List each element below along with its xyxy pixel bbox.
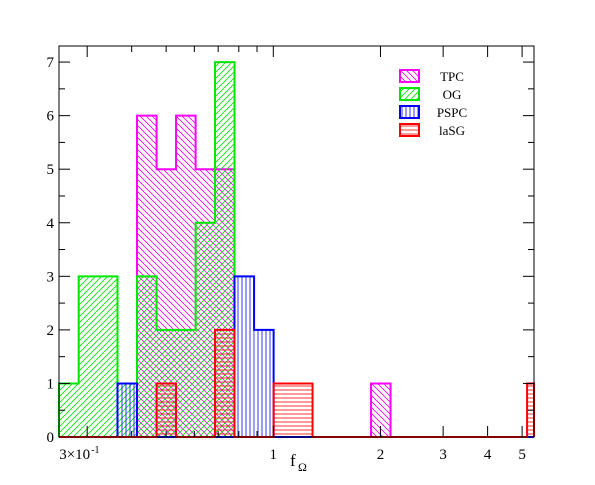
- bar-pspc-bin-9: [234, 276, 255, 437]
- x-tick-label-4: 4: [484, 447, 492, 463]
- series-og: [58, 61, 534, 438]
- legend-swatch-lasg: [399, 123, 420, 137]
- axis-ticks: 3×10 -1 1 2 3 4 5 0 1 2 3 4 5 6 7: [47, 46, 534, 463]
- y-tick-label-3: 3: [47, 269, 55, 285]
- legend-swatch-tpc: [399, 69, 420, 83]
- x-tick-label-0: 3×10: [59, 447, 90, 463]
- bar-og-bin-4: [136, 276, 157, 437]
- bar-lasg-bin-11: [273, 383, 294, 437]
- x-axis-label: f Ω: [290, 451, 307, 474]
- bar-lasg-bin-5: [156, 383, 177, 437]
- histogram-bars: [58, 61, 535, 438]
- y-tick-label-4: 4: [47, 216, 55, 232]
- y-tick-label-7: 7: [47, 55, 55, 71]
- y-tick-label-0: 0: [47, 430, 55, 446]
- legend-label-og: OG: [443, 87, 462, 102]
- bar-tpc-bin-16: [371, 383, 391, 437]
- x-tick-label-5: 5: [518, 447, 526, 463]
- legend: TPC OG PSPC laSG: [399, 69, 467, 138]
- y-tick-label-6: 6: [47, 109, 55, 125]
- legend-swatch-pspc: [399, 105, 420, 119]
- bar-og-bin-7: [195, 222, 216, 437]
- bar-og-bin-1: [78, 276, 99, 437]
- bar-og-bin-2: [98, 276, 118, 437]
- bar-og-bin-0: [59, 383, 79, 437]
- bar-pspc-bin-3: [117, 383, 137, 437]
- x-axis-label-main: f: [290, 451, 296, 470]
- x-tick-label-2: 2: [377, 447, 385, 463]
- legend-swatch-og: [399, 87, 420, 101]
- x-axis-label-sub: Ω: [298, 460, 307, 474]
- x-tick-label-3: 3: [439, 447, 447, 463]
- bar-lasg-bin-12: [293, 383, 313, 437]
- legend-label-tpc: TPC: [440, 69, 464, 84]
- bar-lasg-bin-8: [215, 329, 235, 437]
- bar-og-bin-6: [176, 329, 196, 437]
- plot-frame: [58, 45, 535, 438]
- x-tick-exp-0: -1: [91, 445, 99, 456]
- y-tick-label-5: 5: [47, 162, 55, 178]
- x-tick-label-1: 1: [270, 447, 278, 463]
- legend-label-pspc: PSPC: [437, 105, 467, 120]
- y-tick-label-2: 2: [47, 323, 55, 339]
- legend-label-lasg: laSG: [439, 123, 465, 138]
- y-tick-label-1: 1: [47, 376, 55, 392]
- bar-pspc-bin-10: [254, 329, 274, 437]
